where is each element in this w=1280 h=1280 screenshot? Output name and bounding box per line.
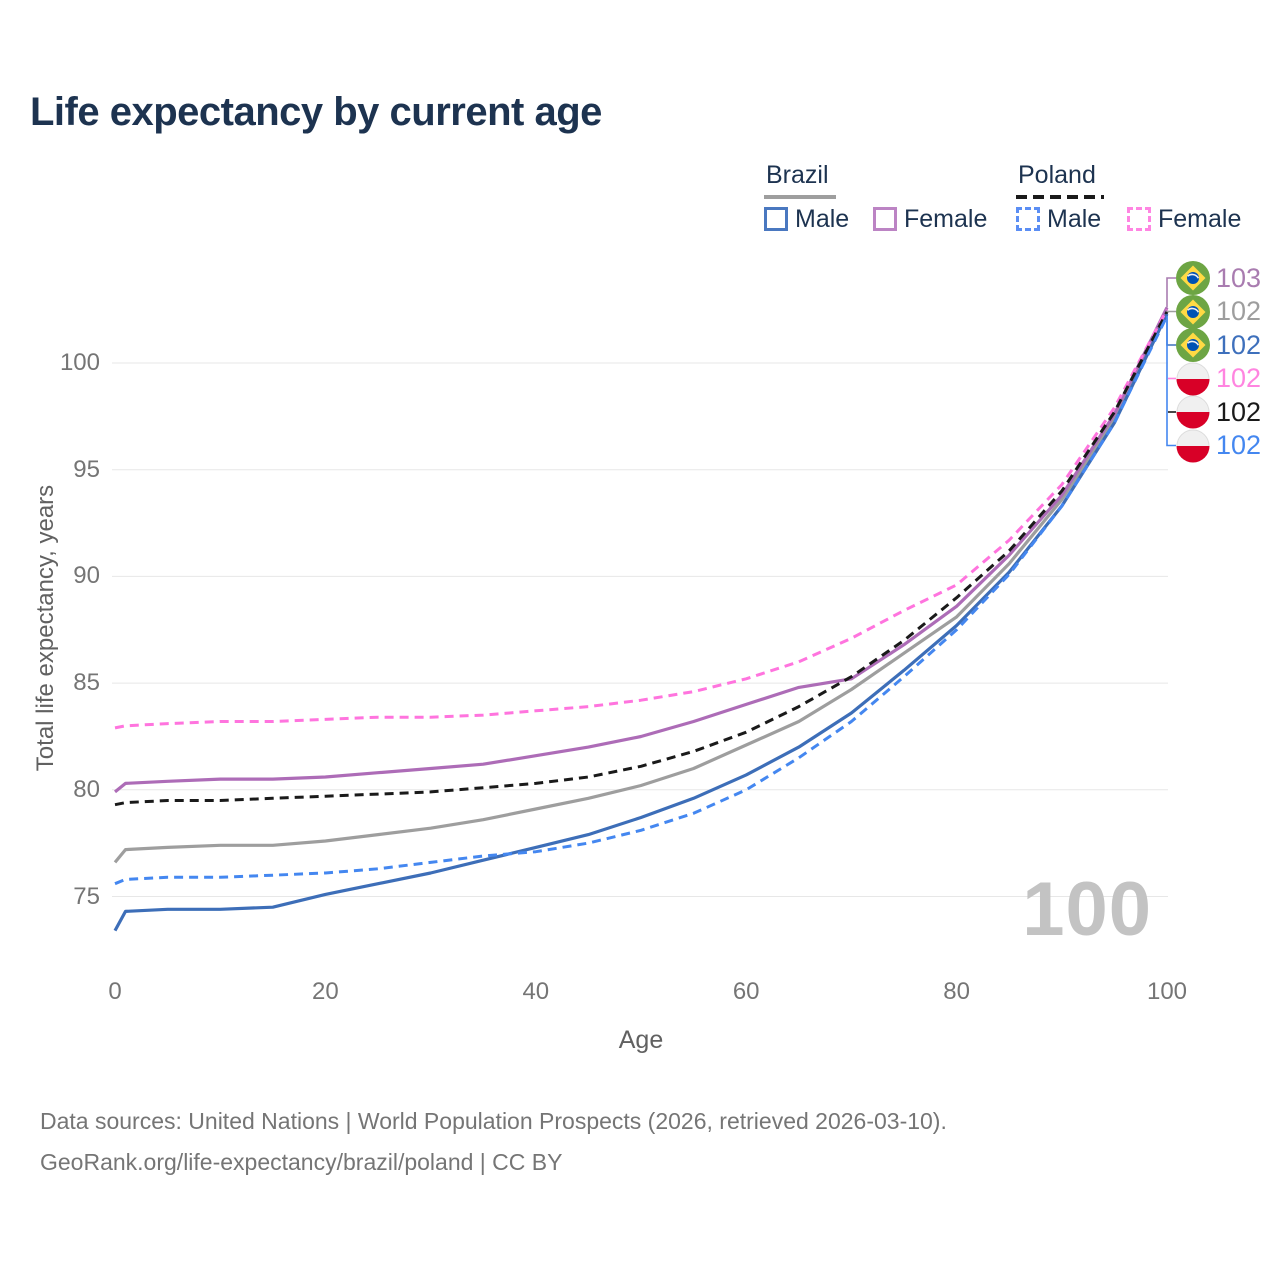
poland-male-swatch-icon: [1016, 207, 1040, 231]
series-line-brazil_female: [113, 306, 1169, 794]
end-value: 102: [1216, 430, 1262, 460]
legend-group-poland: Poland: [1018, 161, 1096, 189]
brazil-flag-icon: [1176, 261, 1210, 295]
series-line-brazil_male: [113, 313, 1169, 932]
x-tick-label: 0: [108, 978, 122, 1005]
y-tick-label: 80: [73, 775, 100, 803]
end-value: 102: [1216, 296, 1262, 326]
legend-group-brazil: Brazil: [766, 161, 829, 189]
y-tick-label: 100: [59, 349, 100, 376]
page-title: Life expectancy by current age: [30, 90, 602, 134]
brazil-flag-icon: [1176, 328, 1210, 362]
end-label-poland_total: 102: [1176, 395, 1261, 429]
brazil-flag-icon: [1176, 294, 1210, 329]
poland-flag-icon: [1176, 395, 1210, 429]
leader-line-brazil_female: [1166, 277, 1176, 308]
x-tick-label: 60: [732, 978, 760, 1005]
legend-label: Female: [904, 204, 988, 233]
y-tick-label: 85: [73, 669, 100, 697]
legend-item-poland-female[interactable]: Female: [1127, 204, 1241, 234]
x-axis-title: Age: [618, 1026, 664, 1054]
series-line-poland_total: [114, 311, 1169, 807]
end-label-brazil_male: 102: [1176, 328, 1261, 362]
x-tick-label: 40: [522, 978, 550, 1005]
legend-item-poland-male[interactable]: Male: [1016, 204, 1101, 234]
x-tick-label: 100: [1146, 978, 1188, 1005]
x-tick-label: 80: [943, 978, 970, 1005]
leader-line-brazil_male: [1166, 313, 1176, 346]
legend-item-brazil-female[interactable]: Female: [873, 204, 987, 234]
data-source-note: Data sources: United Nations | World Pop…: [40, 1108, 947, 1134]
poland-flag-icon: [1176, 362, 1210, 395]
end-value: 102: [1216, 396, 1262, 427]
end-label-poland_male: 102: [1176, 429, 1261, 463]
legend-item-brazil-male[interactable]: Male: [764, 204, 849, 234]
legend-label: Male: [795, 204, 850, 233]
series-line-poland_male: [114, 315, 1169, 886]
series-line-brazil_total: [113, 311, 1169, 864]
series-line-poland_female: [114, 308, 1169, 730]
legend-label: Male: [1047, 204, 1102, 233]
end-value: 102: [1216, 329, 1262, 360]
x-tick-label: 20: [312, 978, 339, 1005]
poland-flag-icon: [1176, 429, 1210, 462]
attribution-link: GeoRank.org/life-expectancy/brazil/polan…: [40, 1149, 563, 1175]
legend-poland-line-swatch: [1016, 195, 1104, 199]
end-value: 102: [1216, 363, 1262, 393]
y-tick-label: 95: [73, 455, 100, 483]
end-label-poland_female: 102: [1176, 362, 1261, 396]
y-tick-label: 90: [73, 562, 100, 590]
y-tick-label: 75: [73, 882, 100, 910]
brazil-male-swatch-icon: [764, 207, 788, 231]
end-label-brazil_female: 103: [1176, 261, 1261, 295]
age-counter-watermark: 100: [1022, 867, 1152, 952]
legend-label: Female: [1158, 204, 1242, 233]
brazil-female-swatch-icon: [873, 207, 897, 231]
poland-female-swatch-icon: [1127, 207, 1151, 231]
end-label-brazil_total: 102: [1176, 294, 1262, 329]
legend-brazil-line-swatch: [764, 195, 836, 199]
leader-line-poland_male: [1166, 316, 1176, 447]
end-value: 103: [1216, 262, 1262, 293]
